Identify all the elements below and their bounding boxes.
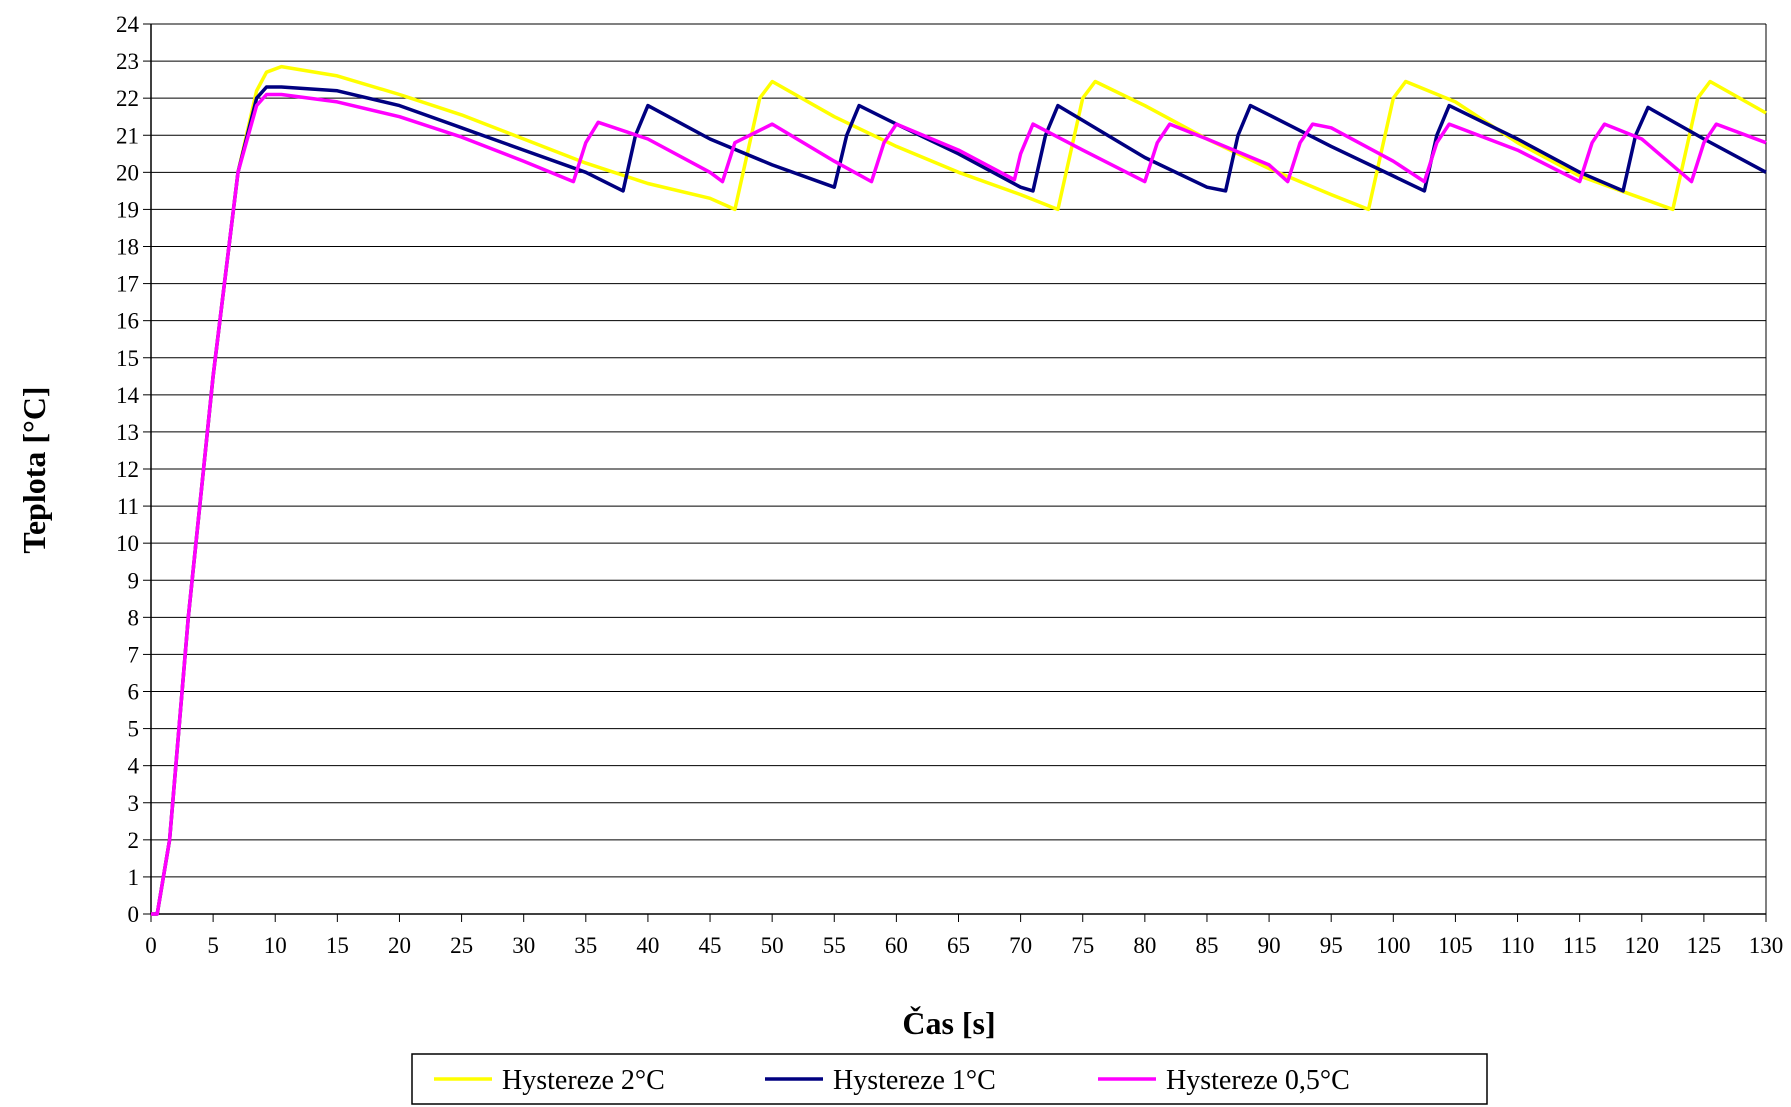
x-tick-label: 130	[1749, 933, 1784, 958]
x-tick-label: 10	[264, 933, 287, 958]
x-tick-label: 65	[947, 933, 970, 958]
y-tick-label: 4	[128, 754, 140, 779]
y-tick-label: 3	[128, 791, 140, 816]
x-tick-label: 110	[1501, 933, 1535, 958]
y-tick-label: 12	[116, 457, 139, 482]
y-tick-label: 15	[116, 346, 139, 371]
gridlines	[151, 23, 1766, 915]
legend: Hystereze 2°C Hystereze 1°C Hystereze 0,…	[411, 1053, 1488, 1105]
y-tick-label: 7	[128, 642, 140, 667]
x-tick-label: 45	[699, 933, 722, 958]
y-tick-label: 17	[116, 272, 139, 297]
y-tick-label: 1	[128, 865, 140, 890]
x-tick-label: 120	[1625, 933, 1660, 958]
y-tick-label: 19	[116, 197, 139, 222]
legend-box	[411, 1053, 1488, 1105]
y-tick-label: 20	[116, 160, 139, 185]
x-tick-label: 80	[1133, 933, 1156, 958]
legend-label-2: Hystereze 0,5°C	[1166, 1065, 1350, 1096]
x-tick-label: 75	[1071, 933, 1094, 958]
y-tick-label: 11	[117, 494, 139, 519]
legend-label-1: Hystereze 1°C	[833, 1065, 996, 1096]
y-tick-label: 21	[116, 123, 139, 148]
series-lines	[151, 64, 1767, 916]
y-axis-title: Teplota [°C]	[16, 386, 52, 553]
x-tick-label: 20	[388, 933, 411, 958]
x-tick-label: 15	[326, 933, 349, 958]
y-tick-label: 14	[116, 383, 140, 408]
x-tick-label: 5	[207, 933, 219, 958]
y-tick-label: 24	[116, 12, 140, 37]
y-tick-label: 6	[128, 680, 140, 705]
y-tick-label: 5	[128, 717, 140, 742]
y-tick-label: 18	[116, 235, 139, 260]
y-tick-label: 13	[116, 420, 139, 445]
y-tick-label: 9	[128, 568, 140, 593]
x-tick-label: 30	[512, 933, 535, 958]
y-tick-label: 2	[128, 828, 140, 853]
x-tick-labels: 0 5 10 15 20 25 30 35 40 45 50 55 60 65 70 75 80 85 90 95 10…	[145, 914, 1783, 958]
x-tick-label: 95	[1320, 933, 1343, 958]
x-tick-label: 60	[885, 933, 908, 958]
x-tick-label: 70	[1009, 933, 1032, 958]
x-tick-label: 100	[1376, 933, 1411, 958]
y-tick-label: 10	[116, 531, 139, 556]
x-tick-label: 40	[636, 933, 659, 958]
series-line-1	[151, 85, 1767, 916]
x-tick-label: 35	[574, 933, 597, 958]
y-tick-label: 0	[128, 902, 140, 927]
x-tick-label: 50	[761, 933, 784, 958]
x-tick-label: 85	[1195, 933, 1218, 958]
x-tick-label: 90	[1258, 933, 1281, 958]
x-axis-title: Čas [s]	[902, 1005, 995, 1041]
x-tick-label: 115	[1563, 933, 1597, 958]
x-tick-label: 125	[1687, 933, 1722, 958]
series-line-2	[151, 92, 1767, 916]
legend-label-0: Hystereze 2°C	[502, 1065, 665, 1096]
x-tick-label: 55	[823, 933, 846, 958]
x-tick-label: 25	[450, 933, 473, 958]
y-tick-label: 22	[116, 86, 139, 111]
x-tick-label: 105	[1438, 933, 1473, 958]
y-tick-label: 23	[116, 49, 139, 74]
x-tick-label: 0	[145, 933, 157, 958]
y-tick-label: 8	[128, 605, 140, 630]
y-tick-label: 16	[116, 309, 139, 334]
